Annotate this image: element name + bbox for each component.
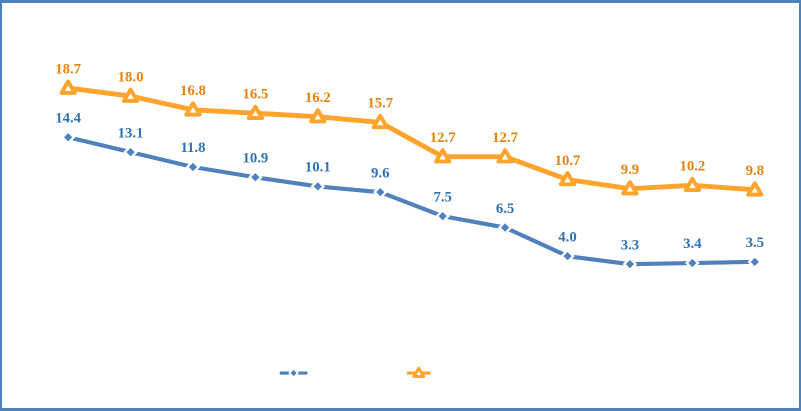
- diamond-marker-core: [750, 257, 759, 267]
- data-label: 3.5: [746, 235, 764, 251]
- legend: [279, 366, 431, 379]
- blue-diamond-series-marker: [622, 256, 638, 272]
- blue-diamond-series-marker: [310, 179, 326, 194]
- orange-triangle-series-marker: [246, 104, 265, 120]
- data-label: 18.0: [118, 69, 144, 85]
- diamond-icon: [288, 367, 299, 379]
- blue-diamond-series-marker: [123, 144, 138, 160]
- data-label: 6.5: [496, 201, 514, 217]
- blue-diamond-series-line: [66, 135, 757, 267]
- data-label: 13.1: [118, 125, 144, 141]
- data-label: 10.9: [242, 150, 268, 166]
- blue-diamond-series-marker: [560, 248, 575, 264]
- blue-diamond-series-marker: [497, 220, 513, 235]
- orange-triangle-series-marker: [121, 87, 140, 103]
- data-label: 12.7: [492, 130, 518, 146]
- diamond-marker-core: [688, 258, 697, 268]
- triangle-icon: [412, 366, 426, 379]
- orange-triangle-series-marker: [558, 171, 577, 187]
- blue-diamond-series-marker: [60, 129, 76, 145]
- diamond-marker-core: [290, 369, 297, 377]
- orange-triangle-series-marker: [621, 180, 639, 196]
- diamond-marker-core: [188, 162, 198, 172]
- orange-triangle-series-marker: [371, 113, 389, 130]
- data-label: 9.8: [746, 163, 764, 179]
- blue-diamond-series-marker: [248, 169, 263, 185]
- orange-triangle-series-marker: [496, 148, 514, 164]
- data-label: 14.4: [55, 110, 81, 126]
- data-label: 12.7: [430, 130, 456, 146]
- orange-triangle-series-marker: [434, 148, 452, 164]
- legend-item-orange-triangle-series: [406, 366, 431, 379]
- data-label: 7.5: [433, 189, 451, 205]
- blue-diamond-series-marker: [185, 159, 201, 175]
- orange-triangle-series-marker: [683, 176, 701, 193]
- diamond-marker-core: [625, 260, 635, 269]
- blue-diamond-series-marker: [685, 255, 700, 271]
- data-label: 4.0: [558, 229, 576, 245]
- orange-triangle-series-marker: [184, 101, 202, 117]
- diamond-marker-core: [500, 223, 510, 232]
- orange-triangle-series-marker: [746, 181, 764, 197]
- data-label: 15.7: [367, 96, 393, 112]
- orange-triangle-series-marker: [59, 79, 77, 95]
- data-label: 10.1: [305, 160, 331, 176]
- blue-diamond-series-marker: [435, 208, 450, 224]
- line-chart: 14.4 13.1 11.8 10.9 10.1 9.6 7.5 6.5 4.0 3.3 3.4 3.…: [55, 61, 764, 379]
- orange-triangle-series-marker: [309, 108, 327, 124]
- data-label: 9.9: [621, 162, 639, 178]
- data-label: 10.2: [679, 158, 705, 174]
- data-label: 16.5: [242, 86, 268, 102]
- data-label: 3.3: [621, 237, 639, 253]
- blue-diamond-series-marker: [747, 254, 763, 270]
- diamond-marker-core: [376, 187, 385, 197]
- data-label: 10.7: [555, 153, 581, 169]
- data-label: 16.8: [180, 83, 206, 99]
- data-label: 16.2: [305, 90, 331, 106]
- data-label: 9.6: [371, 165, 389, 181]
- data-label: 11.8: [180, 140, 205, 156]
- blue-diamond-series-marker: [372, 184, 388, 200]
- diamond-marker-core: [63, 133, 73, 142]
- legend-item-blue-diamond-series: [279, 367, 308, 379]
- data-label: 18.7: [55, 61, 81, 77]
- data-label: 3.4: [683, 236, 702, 252]
- orange-triangle-series-line: [65, 85, 758, 193]
